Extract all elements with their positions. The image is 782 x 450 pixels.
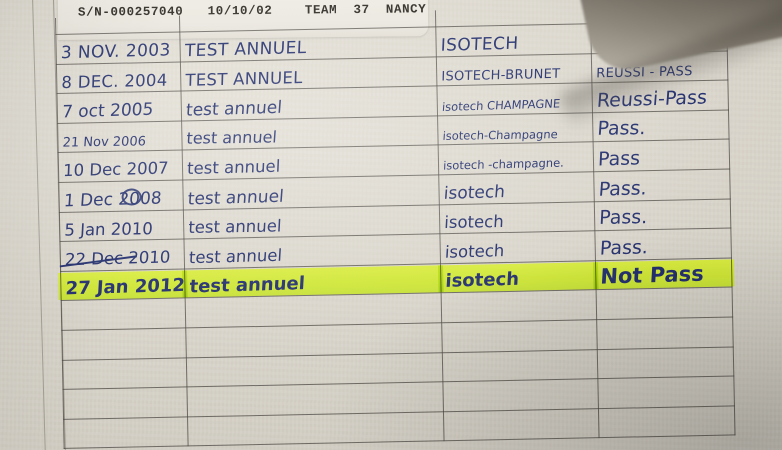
cell-result bbox=[597, 376, 735, 409]
cell-date: 8 Dec. 2004 bbox=[56, 61, 182, 94]
cell-date: 7 oct 2005 bbox=[57, 91, 182, 124]
cell-company: isotech bbox=[437, 260, 599, 294]
cell-result: Pass. bbox=[593, 168, 731, 202]
cell-result bbox=[595, 287, 733, 320]
date-text: 22 Dec 2010 bbox=[60, 248, 184, 271]
date-text: 8 Dec. 2004 bbox=[61, 70, 168, 92]
cell-date bbox=[62, 357, 188, 390]
cell-date bbox=[61, 327, 187, 360]
cell-date bbox=[62, 387, 188, 420]
cell-date: 3 Nov. 2003 bbox=[55, 31, 181, 65]
cell-company: isotech bbox=[439, 230, 596, 264]
cell-date bbox=[63, 416, 189, 449]
date-text: 10 Dec 2007 bbox=[62, 158, 169, 181]
cell-company bbox=[441, 319, 598, 353]
company-text: isotech bbox=[443, 211, 505, 232]
cell-company: ISOTECH bbox=[435, 23, 592, 57]
result-text: Pass. bbox=[597, 176, 648, 201]
result-text: Pass. bbox=[598, 206, 648, 230]
cell-date: 27 Jan 2012 bbox=[58, 268, 188, 301]
cell-company: isotech bbox=[438, 171, 595, 205]
result-text: Not Pass bbox=[599, 262, 705, 290]
cell-result bbox=[597, 346, 734, 379]
date-text: 21 Nov 2006 bbox=[62, 134, 147, 151]
cell-date: 5 Jan 2010 bbox=[59, 209, 185, 242]
cell-date: 21 Nov 2006 bbox=[57, 120, 183, 153]
cell-result bbox=[598, 405, 736, 438]
cell-result bbox=[596, 316, 734, 350]
cell-date: 10 Dec 2007 bbox=[58, 150, 184, 183]
cell-company: isotech -champagne. bbox=[437, 142, 594, 175]
cell-company: isotech bbox=[439, 201, 595, 234]
result-text: Pass bbox=[597, 147, 641, 171]
result-text: Pass. bbox=[599, 235, 649, 260]
cell-result: Pass. bbox=[594, 198, 731, 231]
cell-date: 22 Dec 2010 bbox=[59, 239, 185, 272]
date-text: 3 Nov. 2003 bbox=[60, 39, 172, 63]
cell-date bbox=[61, 298, 187, 331]
cell-company bbox=[442, 378, 599, 412]
cell-result: Pass bbox=[592, 139, 730, 172]
date-text: 27 Jan 2012 bbox=[64, 275, 186, 300]
cell-company bbox=[442, 349, 598, 382]
cell-company: ISOTECH-BRUNET bbox=[436, 53, 592, 87]
cell-company bbox=[440, 290, 597, 323]
result-text: Pass. bbox=[596, 117, 647, 141]
cell-result: Not Pass bbox=[592, 257, 735, 291]
cell-date: 1 Dec 2008 bbox=[58, 179, 184, 213]
cell-result: Pass. bbox=[594, 228, 732, 261]
cell-company bbox=[443, 408, 599, 442]
cell-test bbox=[187, 411, 444, 447]
date-text: 7 oct 2005 bbox=[61, 99, 155, 123]
date-text: 5 Jan 2010 bbox=[63, 218, 154, 240]
